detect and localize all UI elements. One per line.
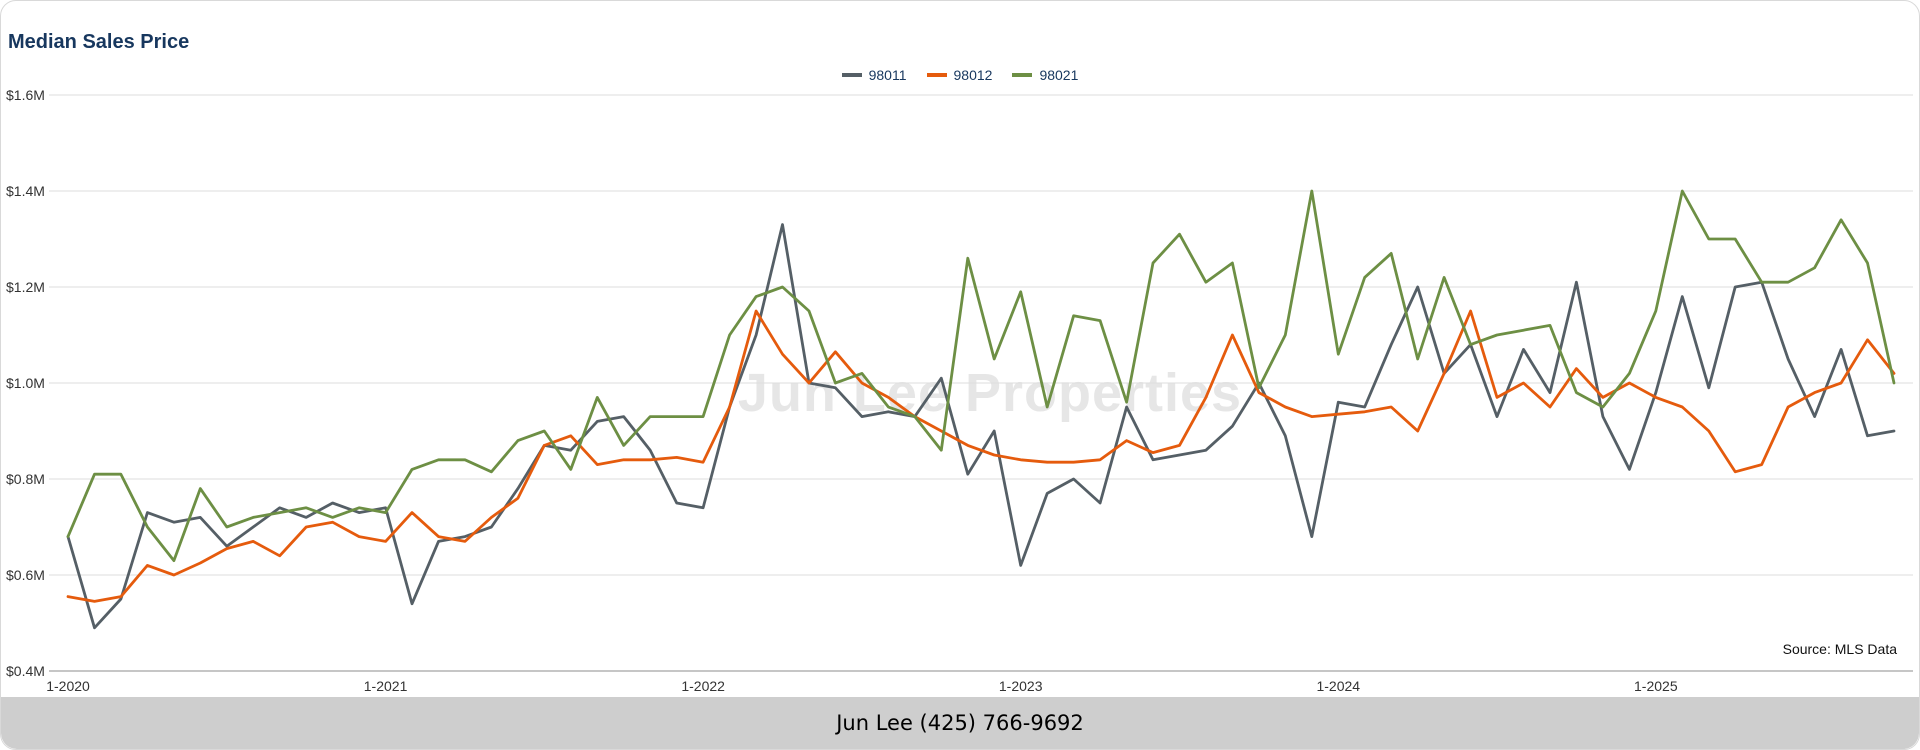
legend-item-98011[interactable]: 98011 — [841, 67, 907, 83]
y-axis-tick-label: $1.0M — [6, 375, 45, 391]
x-axis-tick-label: 1-2023 — [999, 678, 1043, 694]
chart-legend: 98011 98012 98021 — [1, 67, 1919, 83]
y-axis-tick-label: $0.4M — [6, 663, 45, 679]
x-axis-tick-label: 1-2025 — [1634, 678, 1678, 694]
legend-item-98012[interactable]: 98012 — [926, 67, 993, 83]
source-note: Source: MLS Data — [1782, 641, 1897, 657]
y-axis-tick-label: $0.6M — [6, 567, 45, 583]
chart-title: Median Sales Price — [8, 31, 190, 53]
legend-item-98021[interactable]: 98021 — [1012, 67, 1078, 83]
y-axis-tick-label: $1.6M — [6, 87, 45, 103]
legend-line-swatch-icon — [1012, 73, 1033, 77]
legend-label: 98021 — [1039, 67, 1079, 83]
legend-label: 98011 — [868, 67, 907, 83]
y-axis-tick-label: $1.2M — [6, 279, 45, 295]
y-axis-tick-label: $0.8M — [6, 471, 45, 487]
footer-contact: Jun Lee (425) 766-9692 — [836, 711, 1084, 735]
series-line-98021[interactable] — [66, 189, 1896, 562]
footer-bar: Jun Lee (425) 766-9692 — [1, 697, 1919, 749]
x-axis-tick-label: 1-2020 — [46, 678, 90, 694]
legend-label: 98012 — [953, 67, 993, 83]
y-axis-tick-label: $1.4M — [6, 183, 45, 199]
x-axis-tick-label: 1-2022 — [681, 678, 725, 694]
legend-line-swatch-icon — [841, 73, 862, 77]
series-line-98011[interactable] — [66, 223, 1896, 630]
x-axis-tick-label: 1-2021 — [364, 678, 408, 694]
legend-line-swatch-icon — [926, 73, 947, 77]
line-chart[interactable]: $0.4M $0.6M $0.8M $1.0M $1.2M $1.4M $1.6M 1-202… — [1, 1, 1920, 699]
x-axis-tick-label: 1-2024 — [1316, 678, 1360, 694]
series-line-98012[interactable] — [66, 309, 1896, 603]
